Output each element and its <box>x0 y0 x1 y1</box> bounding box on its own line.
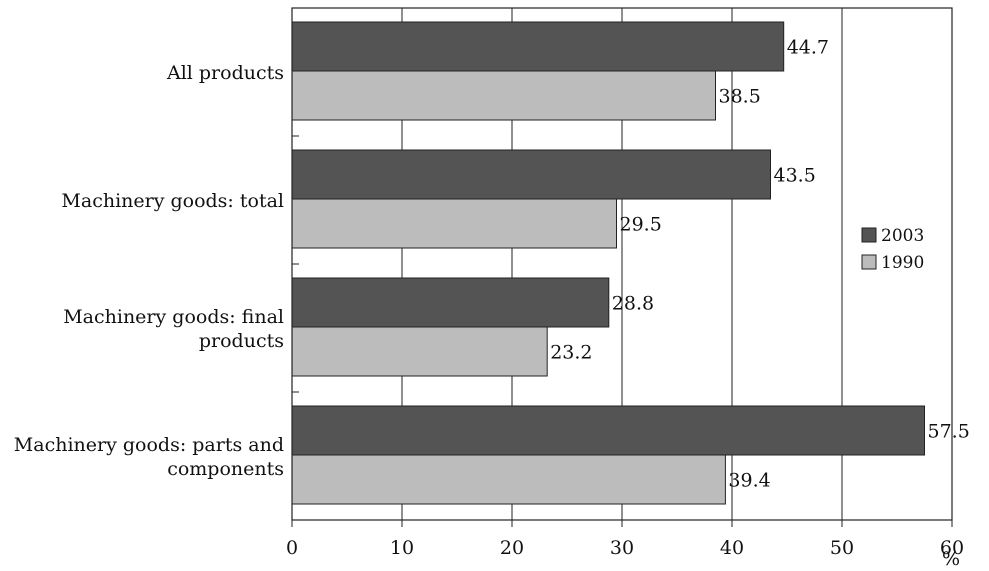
category-label-3-1: components <box>167 458 284 480</box>
bar-2003-1 <box>291 149 771 200</box>
data-label-2003-2: 28.8 <box>612 293 654 315</box>
data-label-2003-1: 43.5 <box>774 165 816 187</box>
category-label-1-0: Machinery goods: total <box>61 190 284 212</box>
bar-1990-1 <box>291 198 617 249</box>
bar-1990-2 <box>291 326 548 377</box>
bar-1990-0 <box>291 70 716 121</box>
bar-1990-3 <box>291 454 726 505</box>
axes <box>291 7 953 527</box>
data-label-1990-1: 29.5 <box>620 214 662 236</box>
legend-label-1990: 1990 <box>881 253 924 273</box>
x-tick-labels: 0 10 20 30 40 50 60 <box>286 537 964 559</box>
x-tick-label-40: 40 <box>720 537 744 559</box>
x-tick-label-60: 60 <box>940 537 964 559</box>
category-label-0-0: All products <box>166 62 284 84</box>
data-labels: 44.7 38.5 43.5 29.5 28.8 23.2 57.5 39.4 <box>550 37 970 492</box>
x-tick-label-30: 30 <box>610 537 634 559</box>
bar-2003-2 <box>291 277 610 328</box>
legend-swatch-2003 <box>861 227 877 243</box>
category-label-3-0: Machinery goods: parts and <box>14 434 284 456</box>
category-label-2-0: Machinery goods: final <box>63 306 284 328</box>
bars <box>291 21 925 505</box>
x-tick-label-10: 10 <box>390 537 414 559</box>
data-label-1990-2: 23.2 <box>550 342 592 364</box>
x-tick-label-20: 20 <box>500 537 524 559</box>
bar-2003-3 <box>291 405 925 456</box>
x-axis-unit-label: % <box>942 548 960 570</box>
bar-2003-0 <box>291 21 785 72</box>
category-labels: All products Machinery goods: total Machin… <box>14 62 284 480</box>
x-tick-label-50: 50 <box>830 537 854 559</box>
data-label-2003-3: 57.5 <box>928 421 970 443</box>
legend-swatch-1990 <box>861 254 877 270</box>
data-label-1990-3: 39.4 <box>728 470 770 492</box>
legend-label-2003: 2003 <box>881 226 924 246</box>
category-label-2-1: products <box>199 330 284 352</box>
x-tick-label-0: 0 <box>286 537 298 559</box>
data-label-1990-0: 38.5 <box>719 86 761 108</box>
legend: 2003 1990 <box>861 226 924 273</box>
data-label-2003-0: 44.7 <box>787 37 829 59</box>
